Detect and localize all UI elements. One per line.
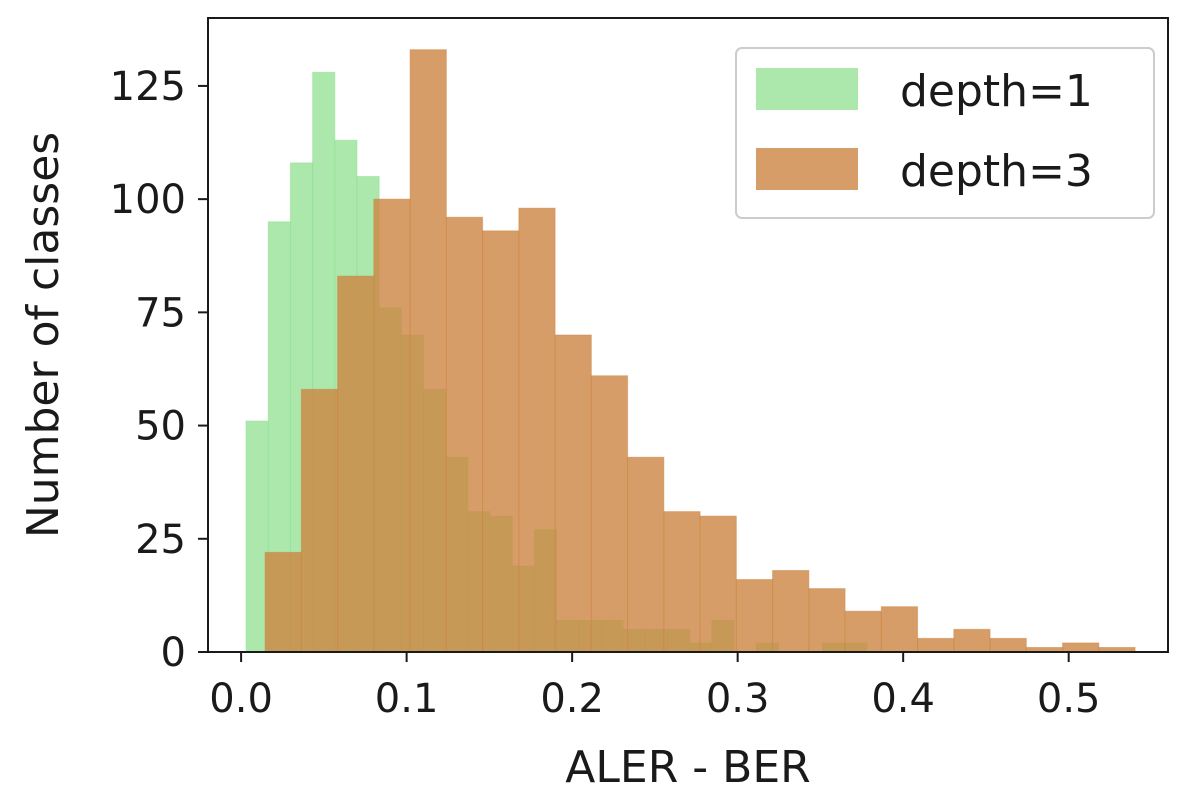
bar-series1-bin7 [518,207,556,653]
bar-series1-bin17 [880,606,919,653]
x-tick-label: 0.4 [871,676,935,722]
bar-series1-bin20 [989,637,1027,653]
x-tick-label: 0.2 [540,676,604,722]
x-axis: 0.0 0.1 0.2 0.3 0.4 0.5 [209,652,1101,722]
bar-series1-bin11 [663,511,701,653]
bar-series1-bin12 [699,515,737,653]
bar-series1-bin6 [482,230,520,653]
y-axis-label: Number of classes [18,132,69,538]
y-tick-label: 125 [110,64,186,110]
bar-series1-bin14 [772,569,810,653]
legend-label-depth3: depth=3 [900,146,1093,197]
legend: depth=1 depth=3 [735,47,1155,219]
bar-series1-bin15 [808,588,846,653]
legend-label-depth1: depth=1 [900,66,1093,117]
bar-series1-bin4 [409,49,447,653]
y-tick-label: 25 [135,517,186,563]
y-tick-label: 100 [110,177,186,223]
x-axis-label: ALER - BER [565,742,810,793]
legend-swatch-depth3 [756,148,858,190]
bar-series1-bin5 [445,216,484,653]
bar-series1-bin18 [917,637,955,653]
y-tick-label: 75 [135,290,186,336]
x-tick-label: 0.5 [1037,676,1101,722]
legend-swatch-depth1 [756,68,858,110]
bar-series1-bin19 [953,628,991,653]
bar-series1-bin2 [337,275,375,653]
bar-series1-bin10 [627,456,665,653]
bar-series1-bin13 [735,579,774,653]
bar-series1-bin9 [590,375,629,653]
plot-frame [207,17,1169,653]
bar-series1-bin0 [264,551,302,653]
x-tick-label: 0.1 [375,676,439,722]
bar-series1-bin8 [554,334,592,653]
y-axis: 0 25 50 75 100 125 [110,64,208,676]
bar-series1-bin1 [300,388,339,653]
x-tick-label: 0.3 [706,676,770,722]
y-tick-label: 0 [161,630,186,676]
bar-series1-bin3 [373,198,411,653]
bar-series1-bin16 [844,610,882,653]
bar-series1-bin22 [1062,642,1100,653]
y-tick-label: 50 [135,404,186,450]
x-tick-label: 0.0 [209,676,273,722]
bars-layer [245,49,1136,653]
